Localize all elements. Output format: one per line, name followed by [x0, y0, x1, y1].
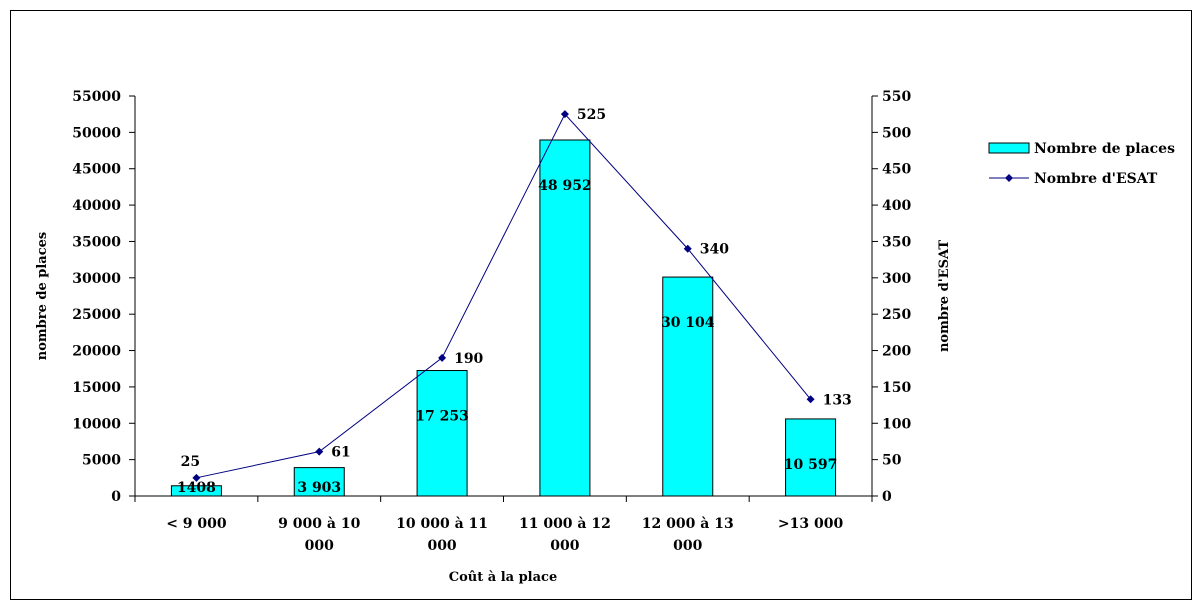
- line-point: [192, 473, 201, 482]
- bar-data-label: 17 253: [415, 409, 469, 425]
- line-point: [683, 244, 692, 253]
- y2-tick-label: 250: [882, 307, 911, 323]
- y2-tick-label: 400: [882, 198, 911, 214]
- bar-data-label: 10 597: [784, 457, 838, 473]
- x-tick-label: 000: [550, 538, 579, 554]
- y2-tick-label: 100: [882, 416, 911, 432]
- bar: [416, 370, 468, 497]
- line-data-label: 25: [181, 454, 200, 470]
- y-tick-label: 45000: [72, 162, 121, 178]
- y-tick-label: 40000: [72, 198, 121, 214]
- line-data-label: 190: [454, 351, 483, 367]
- y2-tick-label: 0: [882, 489, 892, 505]
- bar: [662, 276, 714, 497]
- labels-layer: 1408 3 903 17 253 48 952 30 104 10 597 25 61 190…: [177, 107, 852, 496]
- y-tick-label: 15000: [72, 380, 121, 396]
- line-point: [806, 395, 815, 404]
- legend-marker-line: [1005, 174, 1013, 182]
- x-tick-label: 000: [305, 538, 334, 554]
- y2-tick-label: 500: [882, 125, 911, 141]
- line-point: [438, 353, 447, 362]
- line-data-label: 61: [331, 445, 350, 461]
- y-tick-label: 0: [111, 489, 121, 505]
- bar-data-label: 1408: [177, 480, 216, 496]
- bar: [539, 139, 591, 497]
- y2-tick-label: 450: [882, 162, 911, 178]
- chart-frame: [10, 10, 1192, 600]
- axes-layer: [134, 96, 873, 497]
- y2-tick-label: 150: [882, 380, 911, 396]
- legend-label-line: Nombre d'ESAT: [1034, 171, 1158, 187]
- y2-tick-label: 50: [882, 453, 902, 469]
- x-tick-label: < 9 000: [166, 516, 227, 532]
- x-tick-label: 10 000 à 11: [396, 516, 488, 532]
- y-tick-label: 20000: [72, 344, 121, 360]
- y-tick-label: 55000: [72, 89, 121, 105]
- y-tick-label: 35000: [72, 234, 121, 250]
- x-tick-label: 9 000 à 10: [278, 516, 360, 532]
- line-data-label: 340: [700, 242, 729, 258]
- line-point: [315, 447, 324, 456]
- y-tick-label: 10000: [72, 416, 121, 432]
- line-layer: [192, 110, 815, 482]
- y-tick-label: 30000: [72, 271, 121, 287]
- x-axis-title: Coût à la place: [449, 570, 557, 585]
- y2-axis-title: nombre d'ESAT: [937, 240, 952, 352]
- bar-data-label: 3 903: [297, 480, 341, 496]
- legend: Nombre de places Nombre d'ESAT: [988, 141, 1175, 187]
- y2-tick-label: 300: [882, 271, 911, 287]
- legend-label-bars: Nombre de places: [1034, 141, 1175, 157]
- y-tick-label: 5000: [82, 453, 121, 469]
- series-line: [196, 113, 811, 479]
- bar: [785, 418, 837, 497]
- x-tick-label: 000: [427, 538, 456, 554]
- x-tick-label: 12 000 à 13: [642, 516, 734, 532]
- y2-tick-label: 550: [882, 89, 911, 105]
- y-tick-label: 25000: [72, 307, 121, 323]
- y-axis-title: nombre de places: [35, 232, 50, 360]
- bar-data-label: 48 952: [538, 178, 592, 194]
- y2-tick-label: 200: [882, 344, 911, 360]
- y-tick-label: 50000: [72, 125, 121, 141]
- bar-data-label: 30 104: [661, 315, 715, 331]
- x-tick-label: >13 000: [778, 516, 844, 532]
- line-point: [560, 110, 569, 119]
- ticks-layer: 0500010000150002000025000300003500040000…: [72, 89, 911, 554]
- line-data-label: 133: [823, 392, 852, 408]
- bars-layer: [170, 139, 837, 497]
- x-tick-label: 11 000 à 12: [519, 516, 611, 532]
- y2-tick-label: 350: [882, 234, 911, 250]
- line-data-label: 525: [577, 107, 606, 123]
- legend-swatch-bars: [988, 142, 1030, 154]
- x-tick-label: 000: [673, 538, 702, 554]
